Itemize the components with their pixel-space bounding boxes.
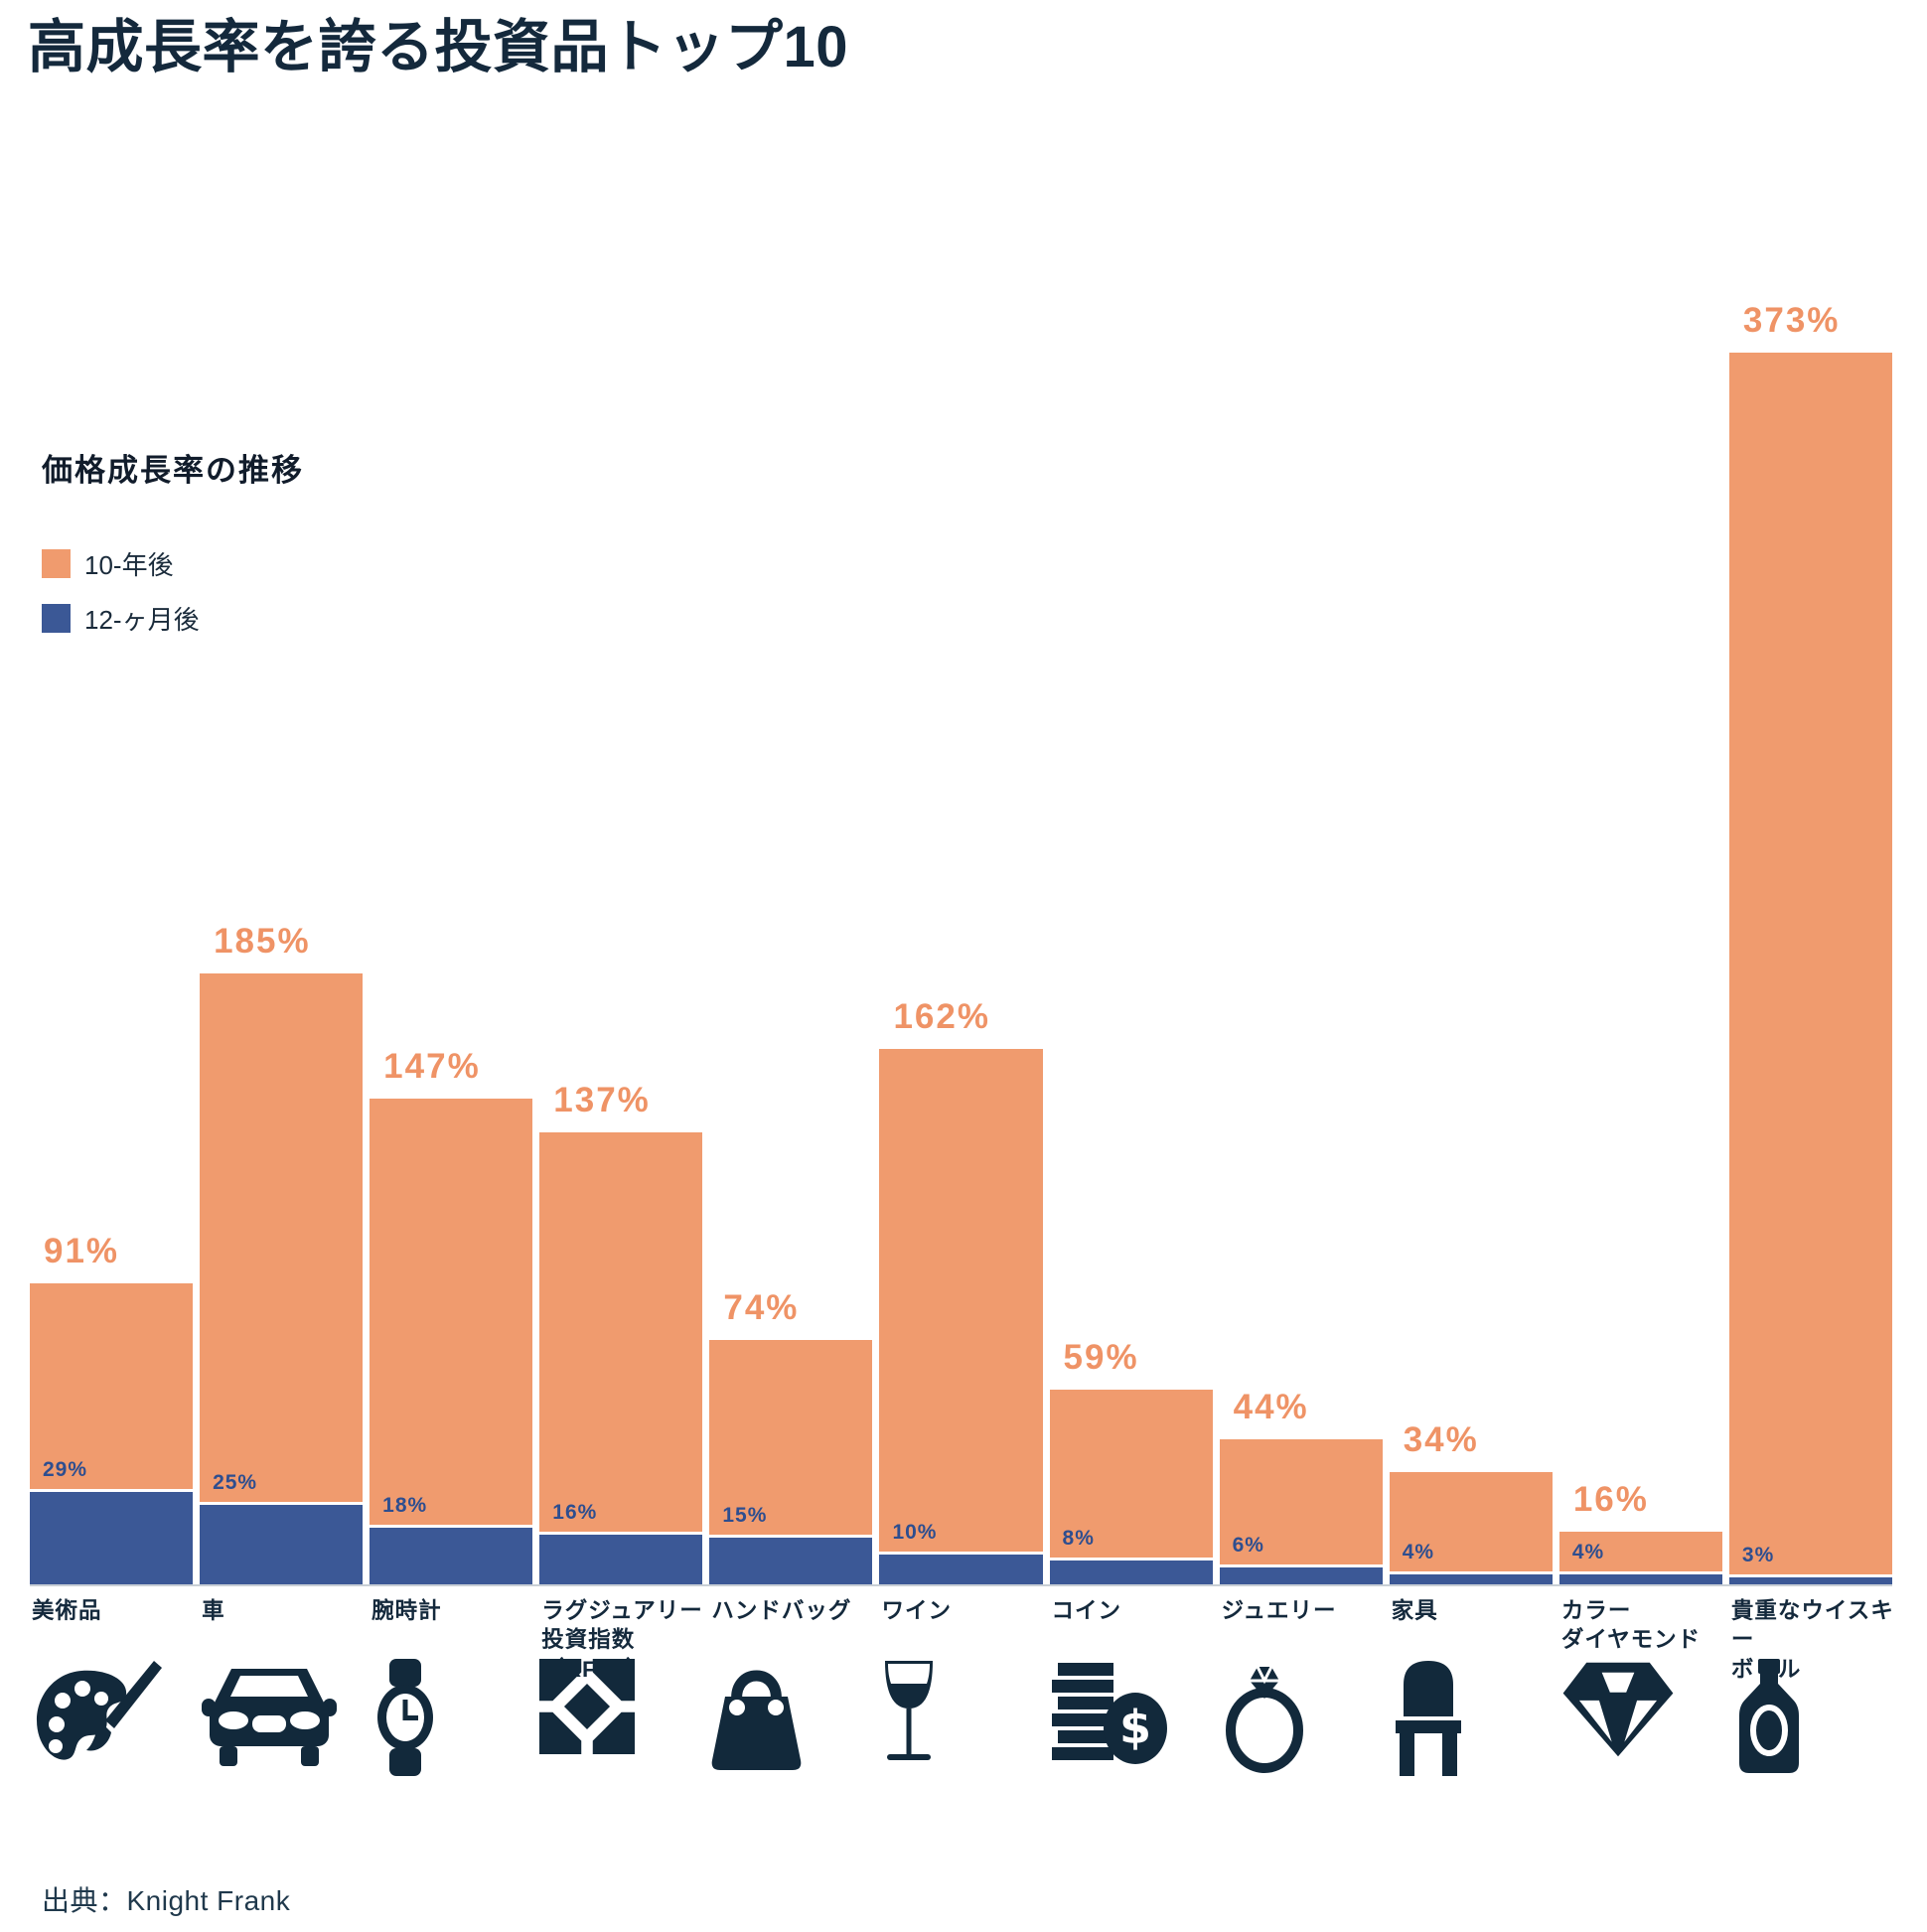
bar-column: 74% 15% ハンドバッグ [709, 353, 873, 1770]
value-label-12mo: 18% [382, 1494, 428, 1518]
bar-segment-12mo [1049, 1558, 1213, 1584]
bar-segment-12mo [1389, 1570, 1553, 1584]
kflii-icon [539, 1659, 636, 1759]
category-label: 家具 [1391, 1598, 1438, 1623]
bar-segment-12mo [1728, 1574, 1892, 1584]
value-label-10yr: 74% [723, 1288, 800, 1327]
bar-segment-12mo [539, 1531, 703, 1584]
value-label-10yr: 137% [553, 1080, 651, 1119]
bar-segment-10yr [1728, 353, 1892, 1584]
car-icon [200, 1659, 339, 1775]
bar-column: 162% 10% ワイン [879, 353, 1043, 1760]
bar-segment-12mo [709, 1535, 873, 1584]
legend-item-12mo: 12-ヶ月後 [42, 600, 304, 637]
bar-segment-10yr [539, 1131, 703, 1584]
handbag-icon [709, 1659, 804, 1779]
bar-segment-10yr [1389, 1471, 1553, 1584]
legend: 価格成長率の推移 10-年後 12-ヶ月後 [42, 445, 304, 655]
legend-swatch-10yr-icon [42, 549, 71, 578]
category-label: 車 [202, 1598, 225, 1623]
legend-label-12mo: 12-ヶ月後 [84, 605, 200, 635]
bar-segment-10yr [1049, 1389, 1213, 1584]
value-label-10yr: 34% [1403, 1419, 1479, 1459]
watch-icon [370, 1659, 441, 1781]
value-label-12mo: 6% [1232, 1534, 1264, 1558]
value-label-10yr: 59% [1063, 1337, 1139, 1377]
bar-chart: 91% 29% 美術品 185% 25% 車 147% 18% 腕時計 137% 16% ラグジ… [30, 301, 1893, 1776]
bar-column: 137%16%ラグジュアリー 投資指数（KFLII） [539, 353, 703, 1754]
diamond-icon [1559, 1659, 1677, 1765]
value-label-12mo: 3% [1741, 1544, 1775, 1567]
bar-segment-12mo [1558, 1570, 1722, 1584]
bar-column: 59% 8% コイン $ [1049, 353, 1213, 1764]
value-label-12mo: 4% [1571, 1540, 1605, 1563]
value-label-10yr: 185% [214, 922, 311, 961]
category-label: カラー ダイヤモンド [1560, 1598, 1702, 1653]
bar-column: 373% 3% 貴重なウイスキー ボトル [1728, 301, 1893, 1773]
value-label-12mo: 25% [213, 1470, 258, 1494]
value-label-10yr: 16% [1572, 1479, 1649, 1519]
palette-icon [30, 1659, 164, 1781]
whisky-bottle-icon [1729, 1659, 1809, 1781]
value-label-12mo: 4% [1402, 1540, 1435, 1563]
x-axis-baseline [30, 1584, 1892, 1586]
category-label: ハンドバッグ [711, 1598, 852, 1623]
bar-segment-10yr [879, 1049, 1043, 1584]
bar-column: 44% 6% ジュエリー [1219, 353, 1383, 1773]
bar-column: 185% 25% 車 [200, 353, 364, 1766]
bar-column: 91% 29% 美術品 [30, 353, 194, 1760]
bar-segment-12mo [200, 1501, 364, 1584]
value-label-10yr: 44% [1233, 1387, 1309, 1426]
category-label: ジュエリー [1221, 1598, 1337, 1623]
bar-segment-12mo [370, 1525, 533, 1584]
legend-label-10yr: 10-年後 [84, 550, 174, 580]
value-label-10yr: 91% [44, 1232, 120, 1271]
wine-glass-icon [879, 1659, 939, 1781]
category-label: コイン [1051, 1598, 1122, 1623]
category-label: 腕時計 [371, 1598, 442, 1623]
bar-segment-10yr [200, 973, 364, 1584]
ring-icon [1220, 1659, 1309, 1781]
value-label-10yr: 373% [1742, 301, 1841, 340]
coins-icon: $ [1050, 1659, 1169, 1777]
bar-segment-12mo [1219, 1564, 1383, 1584]
category-label: ワイン [881, 1598, 952, 1623]
bar-segment-12mo [879, 1551, 1043, 1584]
page-title: 高成長率を誇る投資品トップ10 [28, 15, 849, 79]
legend-title: 価格成長率の推移 [42, 453, 304, 488]
svg-text:$: $ [1119, 1701, 1151, 1754]
chair-icon [1390, 1659, 1467, 1781]
legend-swatch-12mo-icon [42, 604, 71, 633]
value-label-10yr: 147% [383, 1047, 481, 1087]
bar-column: 147% 18% 腕時計 [370, 353, 533, 1776]
bar-segment-10yr [370, 1099, 533, 1584]
value-label-12mo: 15% [722, 1504, 768, 1528]
category-label: 貴重なウイスキー ボトル [1730, 1598, 1894, 1682]
value-label-12mo: 29% [43, 1457, 88, 1481]
value-label-12mo: 8% [1062, 1527, 1095, 1551]
source-note: 出典：Knight Frank [42, 1885, 291, 1916]
legend-item-10yr: 10-年後 [42, 545, 304, 582]
value-label-12mo: 16% [552, 1500, 598, 1524]
bar-segment-10yr [1219, 1438, 1383, 1584]
category-label: 美術品 [32, 1598, 102, 1623]
value-label-10yr: 162% [893, 997, 990, 1037]
bar-segment-12mo [30, 1488, 194, 1584]
value-label-12mo: 10% [892, 1520, 938, 1544]
bar-column: 34% 4% 家具 [1389, 353, 1553, 1776]
bar-column: 16% 4% カラー ダイヤモンド [1558, 353, 1722, 1757]
